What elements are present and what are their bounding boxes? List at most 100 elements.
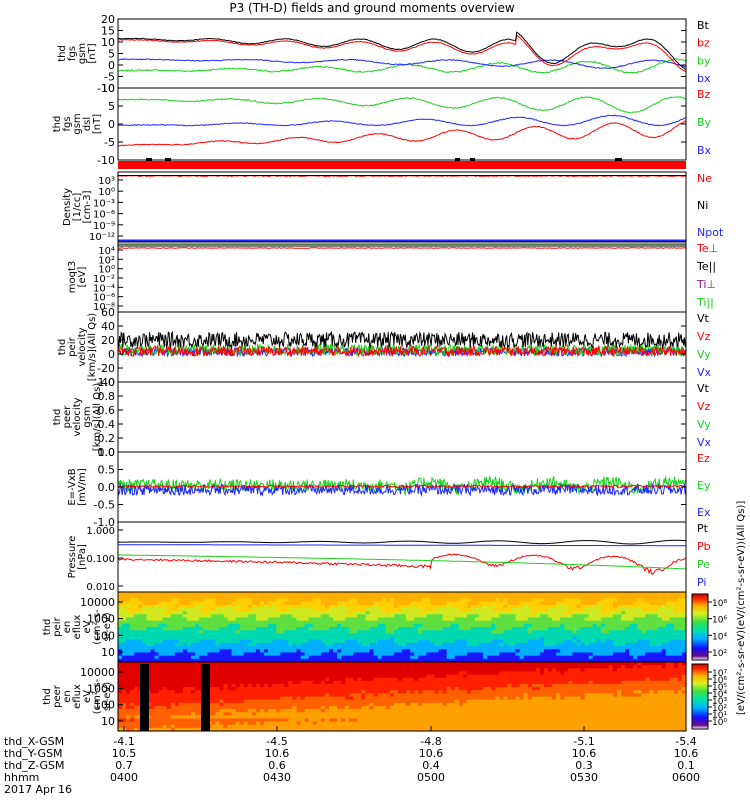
heatmap-cell bbox=[535, 633, 541, 638]
heatmap-cell bbox=[410, 652, 415, 657]
heatmap-cell bbox=[146, 607, 152, 612]
heatmap-cell bbox=[442, 607, 448, 612]
heatmap-cell bbox=[178, 662, 184, 666]
heatmap-cell bbox=[381, 680, 387, 685]
heatmap-cell bbox=[515, 636, 521, 641]
heatmap-cell bbox=[389, 592, 395, 596]
heatmap-cell bbox=[227, 633, 233, 638]
heatmap-cell bbox=[312, 598, 318, 603]
heatmap-cell bbox=[182, 702, 188, 707]
heatmap-cell bbox=[235, 718, 241, 723]
heatmap-cell bbox=[320, 652, 326, 657]
heatmap-cell bbox=[251, 614, 257, 619]
heatmap-cell bbox=[519, 633, 525, 638]
heatmap-cell bbox=[369, 662, 375, 666]
heatmap-cell bbox=[186, 627, 192, 631]
heatmap-cell bbox=[191, 705, 196, 710]
heatmap-cell bbox=[118, 674, 123, 679]
heatmap-cell bbox=[154, 592, 160, 596]
heatmap-cell bbox=[268, 693, 273, 698]
heatmap-cell bbox=[353, 604, 358, 609]
heatmap-cell bbox=[612, 655, 618, 660]
heatmap-cell bbox=[320, 712, 326, 716]
heatmap-cell bbox=[539, 607, 545, 612]
heatmap-cell bbox=[324, 646, 330, 650]
heatmap-cell bbox=[673, 592, 679, 596]
heatmap-cell bbox=[150, 646, 156, 650]
heatmap-cell bbox=[479, 607, 484, 612]
heatmap-cell bbox=[539, 633, 545, 638]
heatmap-cell bbox=[552, 623, 557, 628]
heatmap-cell bbox=[276, 724, 281, 729]
heatmap-cell bbox=[657, 655, 663, 660]
heatmap-cell bbox=[430, 614, 436, 619]
heatmap-cell bbox=[426, 595, 431, 599]
heatmap-cell bbox=[300, 655, 306, 660]
heatmap-cell bbox=[308, 633, 314, 638]
heatmap-cell bbox=[223, 712, 229, 716]
heatmap-cell bbox=[134, 598, 139, 603]
heatmap-cell bbox=[458, 642, 464, 647]
heatmap-cell bbox=[166, 727, 172, 732]
heatmap-cell bbox=[556, 636, 561, 641]
heatmap-cell bbox=[531, 627, 537, 631]
heatmap-cell bbox=[568, 627, 573, 631]
heatmap-cell bbox=[284, 662, 289, 666]
heatmap-cell bbox=[126, 705, 131, 710]
heatmap-cell bbox=[511, 604, 517, 609]
heatmap-cell bbox=[369, 652, 375, 657]
heatmap-cell bbox=[669, 639, 675, 644]
heatmap-cell bbox=[592, 639, 598, 644]
heatmap-cell bbox=[511, 617, 517, 622]
y-axis-label-line: [nT] bbox=[92, 114, 103, 134]
heatmap-cell bbox=[255, 709, 261, 713]
heatmap-cell bbox=[170, 724, 176, 729]
heatmap-cell bbox=[402, 662, 407, 666]
heatmap-cell bbox=[312, 712, 318, 716]
heatmap-cell bbox=[418, 617, 423, 622]
heatmap-cell bbox=[442, 592, 448, 596]
heatmap-cell bbox=[239, 705, 245, 710]
heatmap-cell bbox=[328, 727, 334, 732]
heatmap-cell bbox=[126, 655, 131, 660]
heatmap-cell bbox=[300, 690, 306, 694]
heatmap-cell bbox=[304, 607, 310, 612]
heatmap-cell bbox=[604, 620, 610, 625]
heatmap-cell bbox=[503, 604, 509, 609]
heatmap-cell bbox=[191, 633, 196, 638]
heatmap-cell bbox=[580, 636, 586, 641]
heatmap-cell bbox=[483, 620, 488, 625]
heatmap-cell bbox=[381, 636, 387, 641]
heatmap-cell bbox=[564, 592, 569, 596]
heatmap-cell bbox=[625, 604, 630, 609]
heatmap-cell bbox=[219, 683, 225, 688]
heatmap-cell bbox=[629, 639, 634, 644]
heatmap-cell bbox=[170, 623, 176, 628]
heatmap-cell bbox=[365, 598, 371, 603]
heatmap-cell bbox=[661, 617, 667, 622]
heatmap-cell bbox=[264, 658, 269, 663]
y-tick-label: -5 bbox=[104, 136, 115, 149]
heatmap-cell bbox=[361, 649, 367, 654]
heatmap-cell bbox=[251, 592, 257, 596]
y-tick-label: 10⁴ bbox=[98, 246, 115, 257]
heatmap-cell bbox=[142, 636, 147, 641]
heatmap-cell bbox=[414, 658, 419, 663]
heatmap-cell bbox=[483, 611, 488, 615]
heatmap-cell bbox=[479, 592, 484, 596]
heatmap-cell bbox=[118, 639, 123, 644]
heatmap-cell bbox=[487, 598, 492, 603]
heatmap-cell bbox=[389, 727, 395, 732]
heatmap-cell bbox=[442, 630, 448, 634]
heatmap-cell bbox=[162, 607, 168, 612]
heatmap-cell bbox=[402, 655, 407, 660]
heatmap-cell bbox=[552, 592, 557, 596]
heatmap-cell bbox=[621, 617, 626, 622]
heatmap-cell bbox=[673, 601, 679, 606]
heatmap-cell bbox=[385, 724, 391, 729]
heatmap-cell bbox=[385, 727, 391, 732]
heatmap-cell bbox=[134, 639, 139, 644]
heatmap-cell bbox=[564, 620, 569, 625]
heatmap-cell bbox=[446, 649, 452, 654]
heatmap-cell bbox=[288, 674, 294, 679]
